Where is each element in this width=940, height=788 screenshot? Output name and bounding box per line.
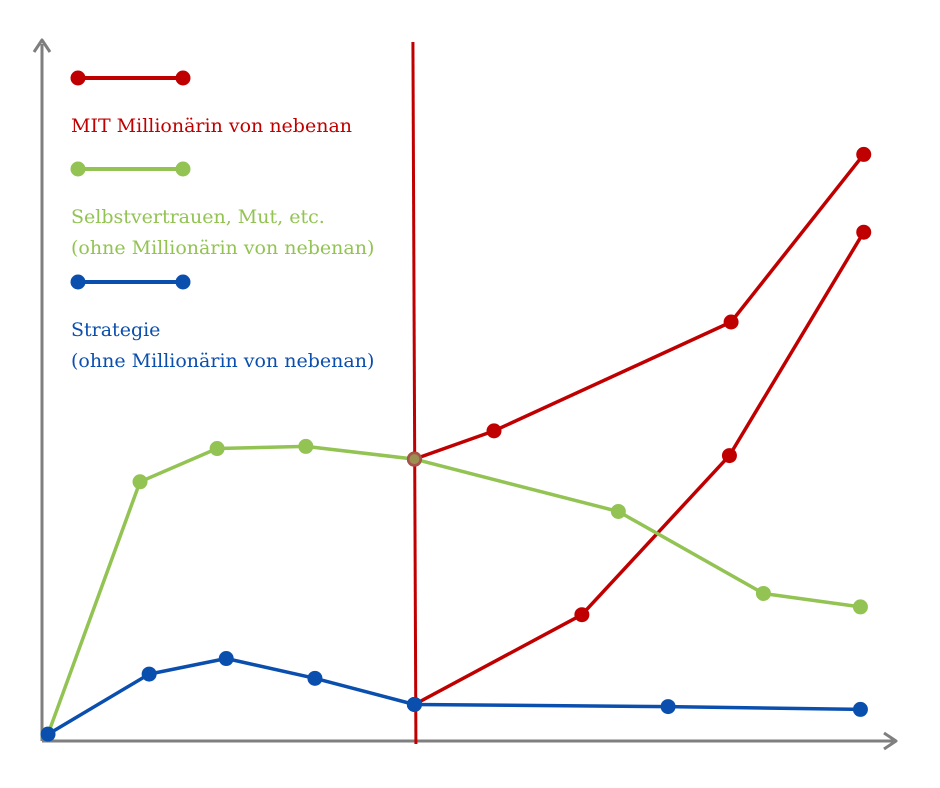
data-point-blue-5 [660, 699, 676, 715]
legend-label-green-1: (ohne Millionärin von nebenan) [71, 237, 374, 259]
legend-item-red: MIT Millionärin von nebenan [70, 70, 352, 137]
data-point-green-6 [755, 585, 771, 601]
series-line-red-upper [413, 153, 866, 461]
series-red-upper [406, 146, 872, 467]
series-line-blue [47, 656, 861, 736]
data-point-blue-3 [307, 670, 323, 686]
data-point-red-upper-1 [486, 423, 502, 439]
data-point-blue-0 [40, 726, 56, 742]
marker-dot-blue [406, 696, 422, 712]
legend-swatch-dot-left-blue [70, 274, 86, 290]
data-point-green-3 [298, 438, 314, 454]
series-line-green [46, 444, 861, 735]
marker-dot-overlay-green [409, 454, 420, 465]
data-point-green-1 [132, 474, 148, 490]
legend-swatch-dot-right-blue [175, 274, 191, 290]
series-green [40, 438, 868, 742]
data-point-green-2 [209, 441, 225, 457]
data-point-red-upper-3 [856, 146, 872, 162]
data-point-red-lower-3 [856, 224, 872, 240]
data-point-blue-1 [141, 666, 157, 682]
marker-dots-layer [406, 451, 422, 712]
x-axis-arrow [883, 731, 898, 751]
legend-label-green-0: Selbstvertrauen, Mut, etc. [71, 206, 325, 228]
data-point-green-5 [610, 503, 626, 519]
data-point-red-upper-2 [723, 314, 739, 330]
data-point-blue-6 [852, 701, 868, 717]
legend-item-blue: Strategie (ohne Millionärin von nebenan) [70, 274, 374, 372]
data-point-red-lower-1 [574, 607, 590, 623]
legend-label-blue-0: Strategie [71, 319, 160, 341]
series-red-lower [406, 224, 872, 712]
legend-swatch-dot-right-red [175, 70, 191, 86]
legend: MIT Millionärin von nebenan Selbstvertrau… [70, 70, 374, 372]
series-blue [40, 651, 868, 742]
legend-item-green: Selbstvertrauen, Mut, etc. (ohne Millionä… [70, 161, 374, 259]
milestone-vertical-line [411, 41, 418, 745]
legend-label-red-0: MIT Millionärin von nebenan [71, 115, 352, 137]
legend-swatch-dot-right-green [175, 161, 191, 177]
legend-label-blue-1: (ohne Millionärin von nebenan) [71, 350, 374, 372]
series-line-red-lower [413, 231, 866, 707]
data-point-red-lower-2 [721, 448, 737, 464]
data-point-blue-2 [218, 651, 234, 667]
axes [32, 38, 898, 751]
y-axis-arrow [32, 38, 52, 53]
legend-swatch-dot-left-green [70, 161, 86, 177]
legend-swatch-dot-left-red [70, 70, 86, 86]
data-point-green-7 [852, 599, 868, 615]
